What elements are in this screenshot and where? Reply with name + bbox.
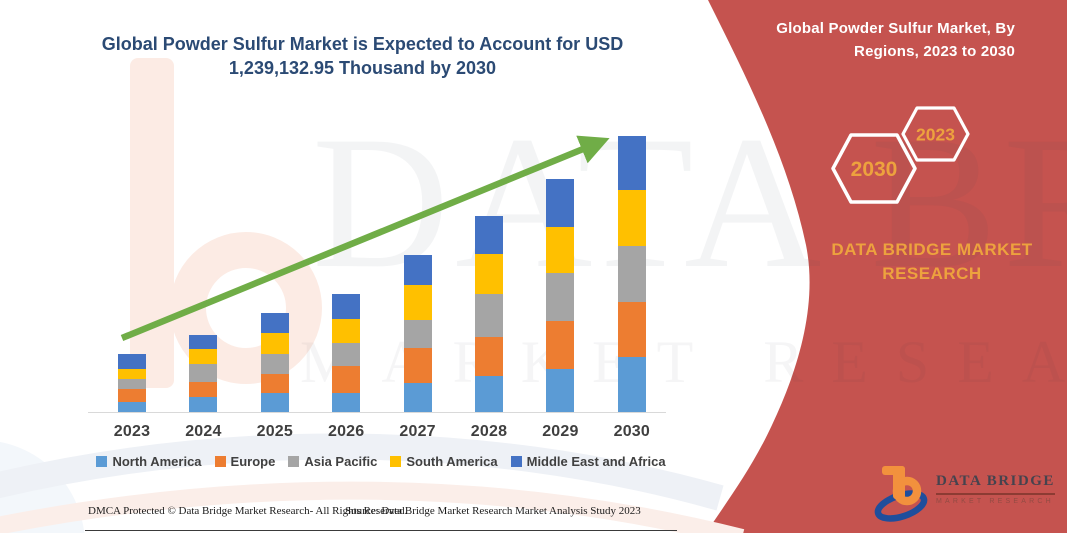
bar-segment-asia-pacific-2026 xyxy=(332,343,361,366)
bar-segment-europe-2024 xyxy=(189,382,218,397)
bar-segment-asia-pacific-2030 xyxy=(617,246,646,302)
bar-segment-middle-east-and-africa-2030 xyxy=(617,136,646,190)
bar-segment-north-america-2025 xyxy=(260,393,289,412)
dbmr-logo-subtitle: MARKET RESEARCH xyxy=(936,498,1054,505)
bar-segment-north-america-2023 xyxy=(118,402,146,412)
bar-segment-europe-2030 xyxy=(617,302,646,357)
hexagon-2023-icon xyxy=(901,106,970,162)
page-title: Global Powder Sulfur Market is Expected … xyxy=(101,34,624,78)
sidebar-title: Global Powder Sulfur Market, By Regions,… xyxy=(776,20,1015,60)
hexagon-2030-label: 2030 xyxy=(851,158,898,181)
sidebar-panel-shape xyxy=(706,0,1067,533)
bar-segment-north-america-2026 xyxy=(332,393,361,412)
bar-segment-north-america-2029 xyxy=(546,369,575,412)
dbmr-logo: DATA BRIDGE MARKET RESEARCH xyxy=(874,461,1055,523)
bar-segment-europe-2023 xyxy=(118,389,146,402)
dbmr-logo-title: DATA BRIDGE xyxy=(936,473,1055,495)
sidebar-brand-text: DATA BRIDGE MARKET RESEARCH xyxy=(831,240,1033,283)
hexagon-2023-label: 2023 xyxy=(916,125,955,145)
bar-segment-europe-2026 xyxy=(332,366,361,393)
bar-segment-north-america-2024 xyxy=(189,397,218,412)
x-axis-line xyxy=(88,412,666,413)
hexagon-badges: 2030 2023 xyxy=(831,106,970,204)
bar-segment-europe-2028 xyxy=(475,337,503,376)
hexagon-2030-icon xyxy=(831,133,917,204)
bar-segment-north-america-2030 xyxy=(617,357,646,412)
bar-column-2030 xyxy=(617,136,646,412)
bar-segment-north-america-2027 xyxy=(403,383,432,412)
bar-segment-north-america-2028 xyxy=(475,376,503,412)
bar-segment-south-america-2030 xyxy=(617,190,646,246)
dbmr-logo-icon xyxy=(874,466,928,522)
bar-segment-europe-2027 xyxy=(403,348,432,383)
